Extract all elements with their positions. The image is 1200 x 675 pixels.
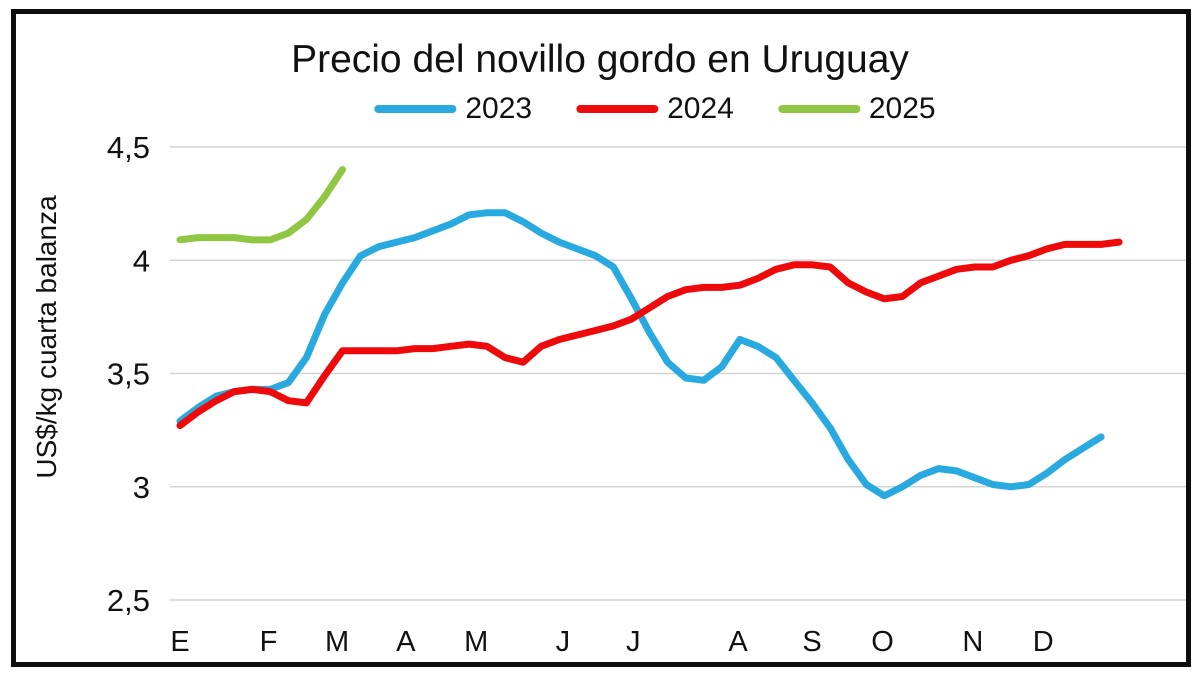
y-tick-label: 3	[133, 470, 150, 505]
y-tick-label: 2,5	[107, 583, 150, 618]
x-tick-label-8: S	[802, 626, 821, 658]
series-line-2024	[176, 238, 1123, 430]
legend-label: 2023	[465, 92, 533, 125]
x-tick-label-3: A	[396, 626, 416, 658]
legend-swatch-2024	[576, 105, 659, 113]
series-line-2023	[176, 209, 1105, 500]
legend-swatch-2023	[374, 105, 457, 113]
legend-label: 2024	[667, 92, 734, 125]
x-tick-label-6: J	[626, 626, 641, 658]
x-tick-label-0: E	[170, 626, 189, 658]
series-line-2025	[176, 166, 346, 244]
y-tick-label: 4	[133, 243, 150, 278]
x-tick-label-1: F	[260, 626, 278, 658]
legend-label: 2025	[868, 92, 936, 125]
legend-swatch-2025	[777, 105, 860, 113]
y-tick-label: 3,5	[107, 357, 150, 392]
legend: 2023 2024 2025	[374, 92, 936, 126]
x-tick-label-9: O	[871, 626, 894, 658]
legend-item-2025: 2025	[777, 92, 936, 126]
x-tick-label-11: D	[1033, 626, 1054, 658]
legend-item-2024: 2024	[576, 92, 734, 126]
x-tick-label-7: A	[728, 626, 748, 658]
legend-item-2023: 2023	[374, 92, 532, 126]
x-tick-label-10: N	[962, 626, 983, 658]
y-tick-label: 4,5	[107, 130, 150, 165]
x-tick-label-2: M	[325, 626, 349, 658]
x-tick-label-4: M	[464, 626, 488, 658]
x-tick-label-5: J	[556, 626, 571, 658]
chart-title: Precio del novillo gordo en Uruguay	[291, 38, 909, 81]
